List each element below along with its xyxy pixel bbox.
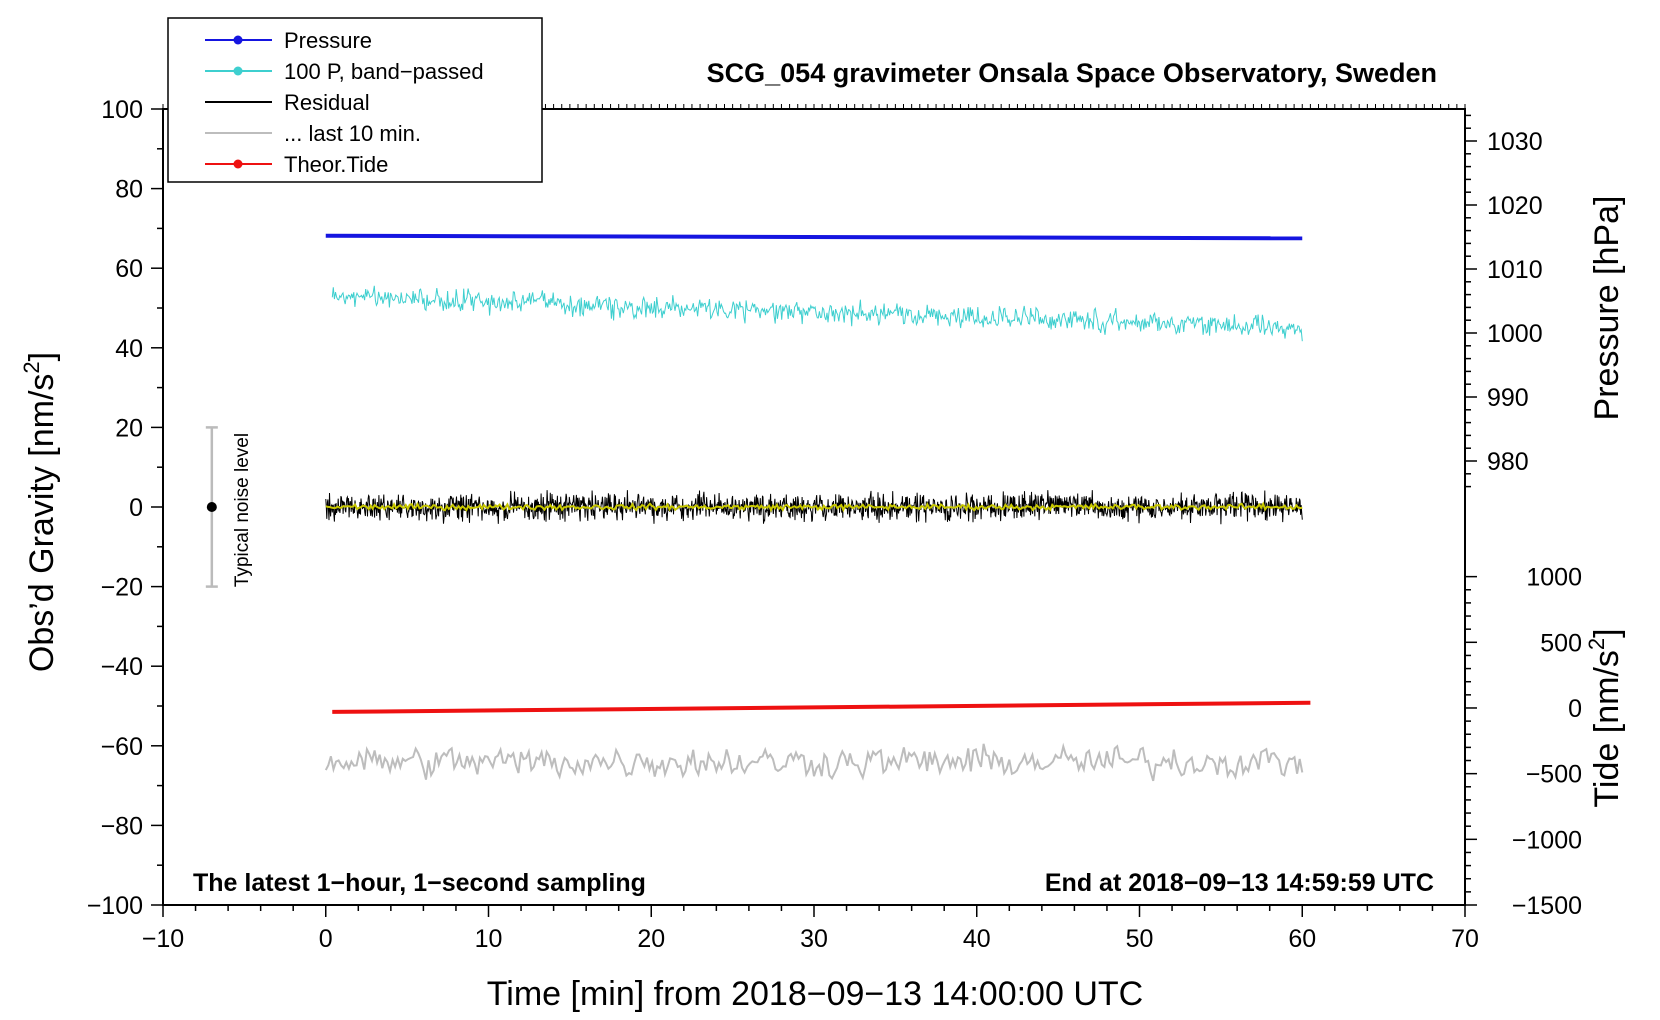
y-tick-label: 60 [115, 255, 143, 283]
tide-tick-label: 1000 [1526, 564, 1582, 592]
noise-label: Typical noise level [232, 433, 253, 587]
tide-axis-title: Tide [nm/s2] [1584, 628, 1626, 807]
legend-label: Theor.Tide [284, 152, 388, 177]
y-tick-label: −20 [101, 574, 143, 602]
x-axis-title: Time [min] from 2018−09−13 14:00:00 UTC [487, 975, 1143, 1013]
y-tick-label: 40 [115, 335, 143, 363]
pressure-tick-label: 980 [1487, 448, 1529, 476]
series-line-residual-smoothed [325, 501, 1303, 513]
x-tick-label: −10 [142, 925, 184, 953]
x-tick-label: 40 [963, 925, 991, 953]
x-tick-label: 10 [475, 925, 503, 953]
y-tick-label: 100 [101, 96, 143, 124]
legend-marker [233, 159, 243, 169]
tide-tick-label: 0 [1568, 695, 1582, 723]
legend-label: 100 P, band−passed [284, 59, 484, 84]
x-tick-label: 20 [637, 925, 665, 953]
x-tick-label: 30 [800, 925, 828, 953]
y-axis-title-main: Obs’d Gravity [nm/s [23, 374, 61, 673]
noise-bar-center-dot [206, 502, 217, 512]
legend-label: Residual [284, 90, 370, 115]
legend-marker [233, 35, 243, 45]
x-tick-label: 60 [1288, 925, 1316, 953]
pressure-tick-label: 1010 [1487, 256, 1543, 284]
y-axis-tide: 1000 500 0 −500 −1000 −1500 [1465, 564, 1582, 920]
tide-tick-label: −500 [1526, 761, 1582, 789]
x-tick-label: 50 [1126, 925, 1154, 953]
sampling-annotation: The latest 1−hour, 1−second sampling [193, 869, 646, 897]
series-line-pressure [325, 233, 1303, 241]
x-tick-label: 70 [1451, 925, 1479, 953]
y-tick-label: −100 [87, 892, 143, 920]
y-tick-label: 80 [115, 176, 143, 204]
x-tick-label: 0 [319, 925, 333, 953]
tide-axis-title-end: ] [1588, 628, 1626, 637]
chart-title: SCG_054 gravimeter Onsala Space Observat… [707, 58, 1437, 88]
tide-tick-label: 500 [1540, 629, 1582, 657]
y-axis-pressure: 1030 1020 1010 1000 990 980 [1465, 114, 1543, 488]
legend: Pressure 100 P, band−passed Residual ... la… [167, 17, 543, 183]
series-line-bandpassed-pressure [331, 285, 1303, 342]
legend-box [167, 17, 543, 183]
y-tick-label: 20 [115, 414, 143, 442]
tide-axis-title-main: Tide [nm/s [1588, 650, 1626, 807]
pressure-tick-label: 990 [1487, 384, 1529, 412]
series-line-theoretical-tide [332, 700, 1311, 714]
legend-label: ... last 10 min. [284, 121, 421, 146]
y-tick-label: 0 [129, 494, 143, 522]
series-layer [324, 233, 1311, 782]
legend-marker [233, 66, 243, 76]
legend-label: Pressure [284, 28, 372, 53]
pressure-axis-title: Pressure [hPa] [1588, 196, 1626, 421]
y-tick-label: −60 [101, 733, 143, 761]
y-axis-title: Obs’d Gravity [nm/s2] [19, 352, 61, 672]
tide-tick-label: −1000 [1512, 826, 1582, 854]
pressure-tick-label: 1030 [1487, 128, 1543, 156]
noise-level-indicator: Typical noise level [205, 426, 253, 588]
pressure-tick-label: 1000 [1487, 320, 1543, 348]
y-axis-title-superscript: 2 [19, 361, 44, 373]
y-axis-title-end: ] [23, 352, 61, 361]
y-axis-gravity: 100 80 60 40 20 0 −20 −40 −60 −80 −100 [87, 96, 163, 920]
tide-axis-title-superscript: 2 [1584, 638, 1609, 650]
end-time-annotation: End at 2018−09−13 14:59:59 UTC [1045, 869, 1434, 897]
x-axis: −10 0 10 20 30 40 50 60 70 [142, 905, 1479, 953]
pressure-tick-label: 1020 [1487, 192, 1543, 220]
series-line-residual [325, 490, 1303, 525]
y-tick-label: −40 [101, 653, 143, 681]
series-line-last-10-min [324, 742, 1304, 782]
tide-tick-label: −1500 [1512, 892, 1582, 920]
y-tick-label: −80 [101, 812, 143, 840]
